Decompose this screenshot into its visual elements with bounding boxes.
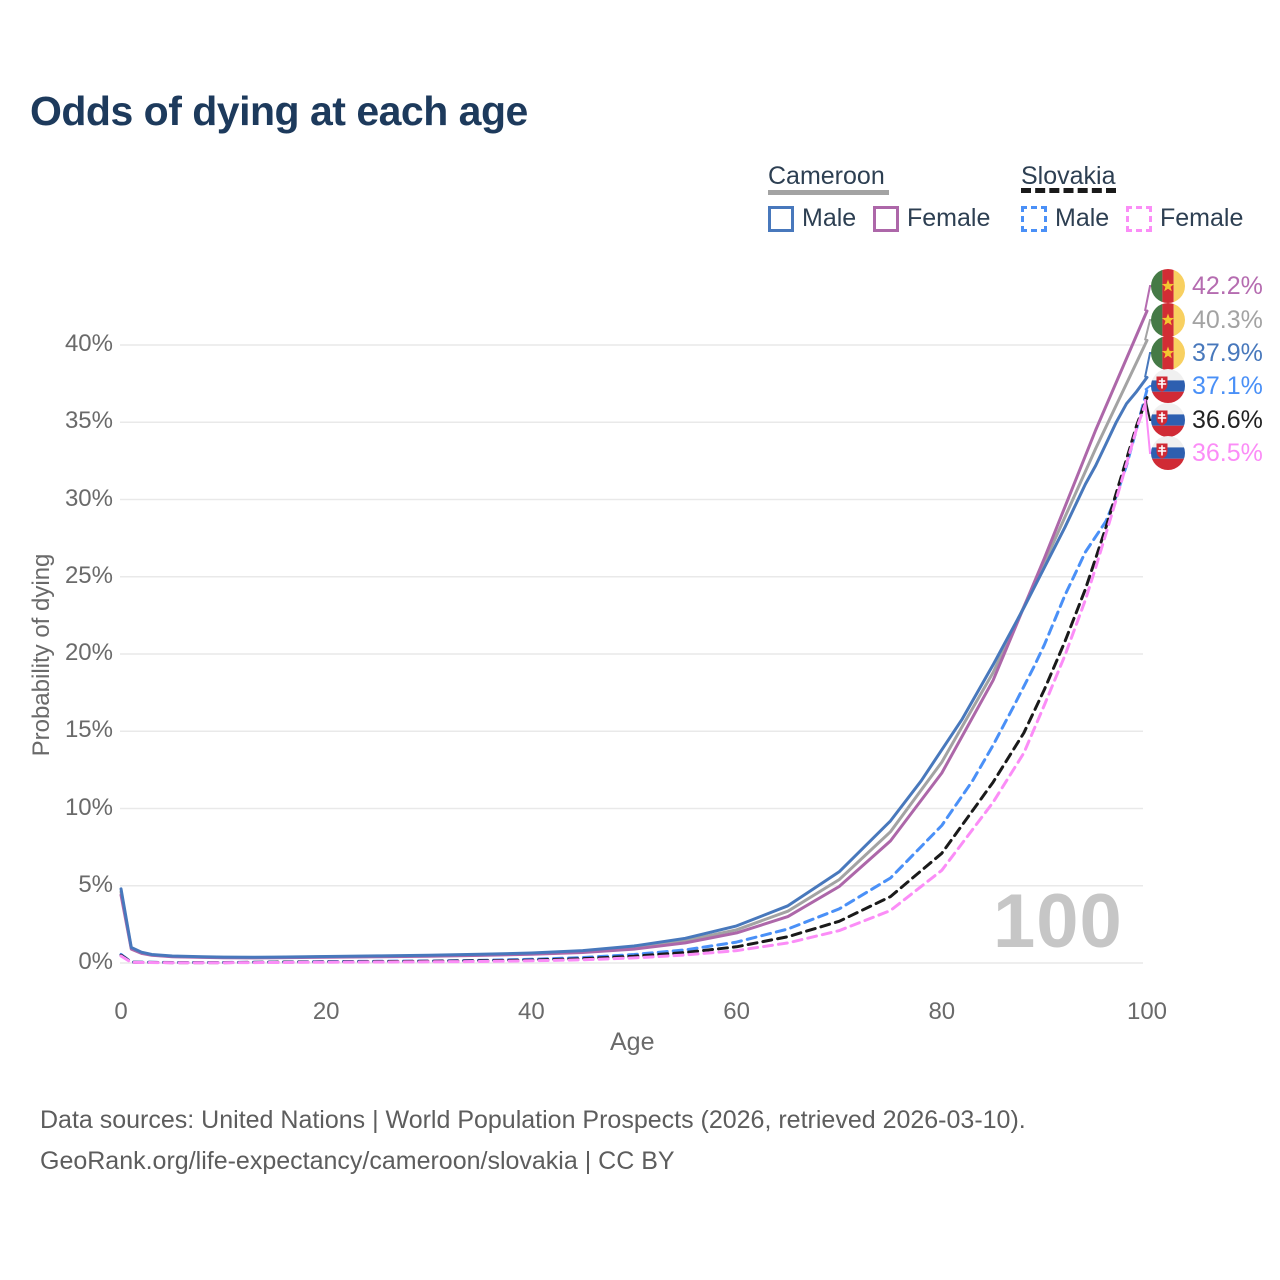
slovakia-female-swatch-icon: [1126, 205, 1152, 232]
y-tick-label: 25%: [64, 561, 113, 589]
end-label-value: 42.2%: [1192, 271, 1263, 300]
end-label-slovakia-female[interactable]: 36.5%: [1151, 436, 1263, 470]
cameroon-flag-icon: [1151, 269, 1185, 303]
y-tick-label: 15%: [64, 716, 113, 744]
end-label-value: 36.5%: [1192, 438, 1263, 467]
end-label-cameroon-both[interactable]: 40.3%: [1151, 303, 1263, 337]
age-watermark: 100: [993, 879, 1123, 964]
cameroon-male-swatch-icon: [768, 205, 794, 232]
y-tick-label: 35%: [64, 407, 113, 435]
end-label-value: 37.1%: [1192, 371, 1263, 400]
x-tick-label: 60: [723, 998, 750, 1025]
legend-group-slovakia-title: Slovakia: [1021, 162, 1116, 190]
legend-slovakia-line-style-sample: [1021, 188, 1116, 193]
x-tick-label: 80: [928, 998, 956, 1025]
end-label-value: 37.9%: [1192, 338, 1263, 367]
slovakia-flag-icon: [1151, 369, 1185, 403]
attribution-link-text[interactable]: GeoRank.org/life-expectancy/cameroon/slo…: [40, 1147, 675, 1175]
x-tick-label: 100: [1126, 998, 1168, 1025]
series-line-cameroon-both[interactable]: [119, 338, 1149, 960]
y-tick-label: 0%: [78, 948, 113, 975]
series-line-cameroon-male[interactable]: [119, 375, 1149, 959]
y-tick-label: 10%: [64, 793, 113, 821]
legend-item-label: Female: [1160, 204, 1244, 232]
series-line-slovakia-male[interactable]: [119, 388, 1149, 964]
page-title: Odds of dying at each age: [30, 88, 528, 134]
legend-item-cameroon-female[interactable]: Female: [873, 204, 990, 233]
y-tick-label: 20%: [64, 639, 113, 666]
legend-item-slovakia-female[interactable]: Female: [1126, 204, 1243, 233]
slovakia-flag-icon: [1151, 403, 1185, 437]
legend-group-cameroon-title: Cameroon: [768, 162, 885, 190]
data-source-text: Data sources: United Nations | World Pop…: [40, 1106, 1026, 1134]
cameroon-flag-icon: [1151, 336, 1185, 370]
cameroon-flag-icon: [1151, 303, 1185, 337]
legend-item-label: Male: [802, 204, 857, 232]
x-tick-label: 20: [312, 998, 340, 1025]
slovakia-flag-icon: [1151, 436, 1185, 470]
end-label-slovakia-male[interactable]: 37.1%: [1151, 369, 1263, 403]
end-label-slovakia-both[interactable]: 36.6%: [1151, 403, 1263, 437]
y-tick-label: 5%: [78, 870, 113, 898]
slovakia-male-swatch-icon: [1021, 205, 1047, 232]
x-axis-title: Age: [610, 1028, 655, 1056]
series-line-cameroon-female[interactable]: [119, 309, 1149, 960]
x-tick-label: 0: [114, 998, 128, 1025]
end-label-value: 36.6%: [1192, 405, 1263, 434]
y-tick-label: 40%: [64, 330, 113, 357]
chart-canvas: [119, 285, 1156, 965]
series-line-slovakia-female[interactable]: [119, 397, 1149, 965]
y-tick-label: 30%: [64, 484, 113, 512]
end-label-cameroon-male[interactable]: 37.9%: [1151, 336, 1263, 370]
x-tick-label: 40: [518, 998, 545, 1025]
legend-cameroon-line-style-sample: [768, 190, 889, 195]
legend-item-label: Female: [907, 204, 991, 232]
end-label-value: 40.3%: [1192, 305, 1263, 334]
end-label-cameroon-female[interactable]: 42.2%: [1151, 269, 1263, 303]
legend-item-cameroon-male[interactable]: Male: [768, 204, 856, 233]
cameroon-female-swatch-icon: [873, 205, 899, 232]
legend-item-slovakia-male[interactable]: Male: [1021, 204, 1109, 233]
legend-item-label: Male: [1055, 204, 1110, 232]
